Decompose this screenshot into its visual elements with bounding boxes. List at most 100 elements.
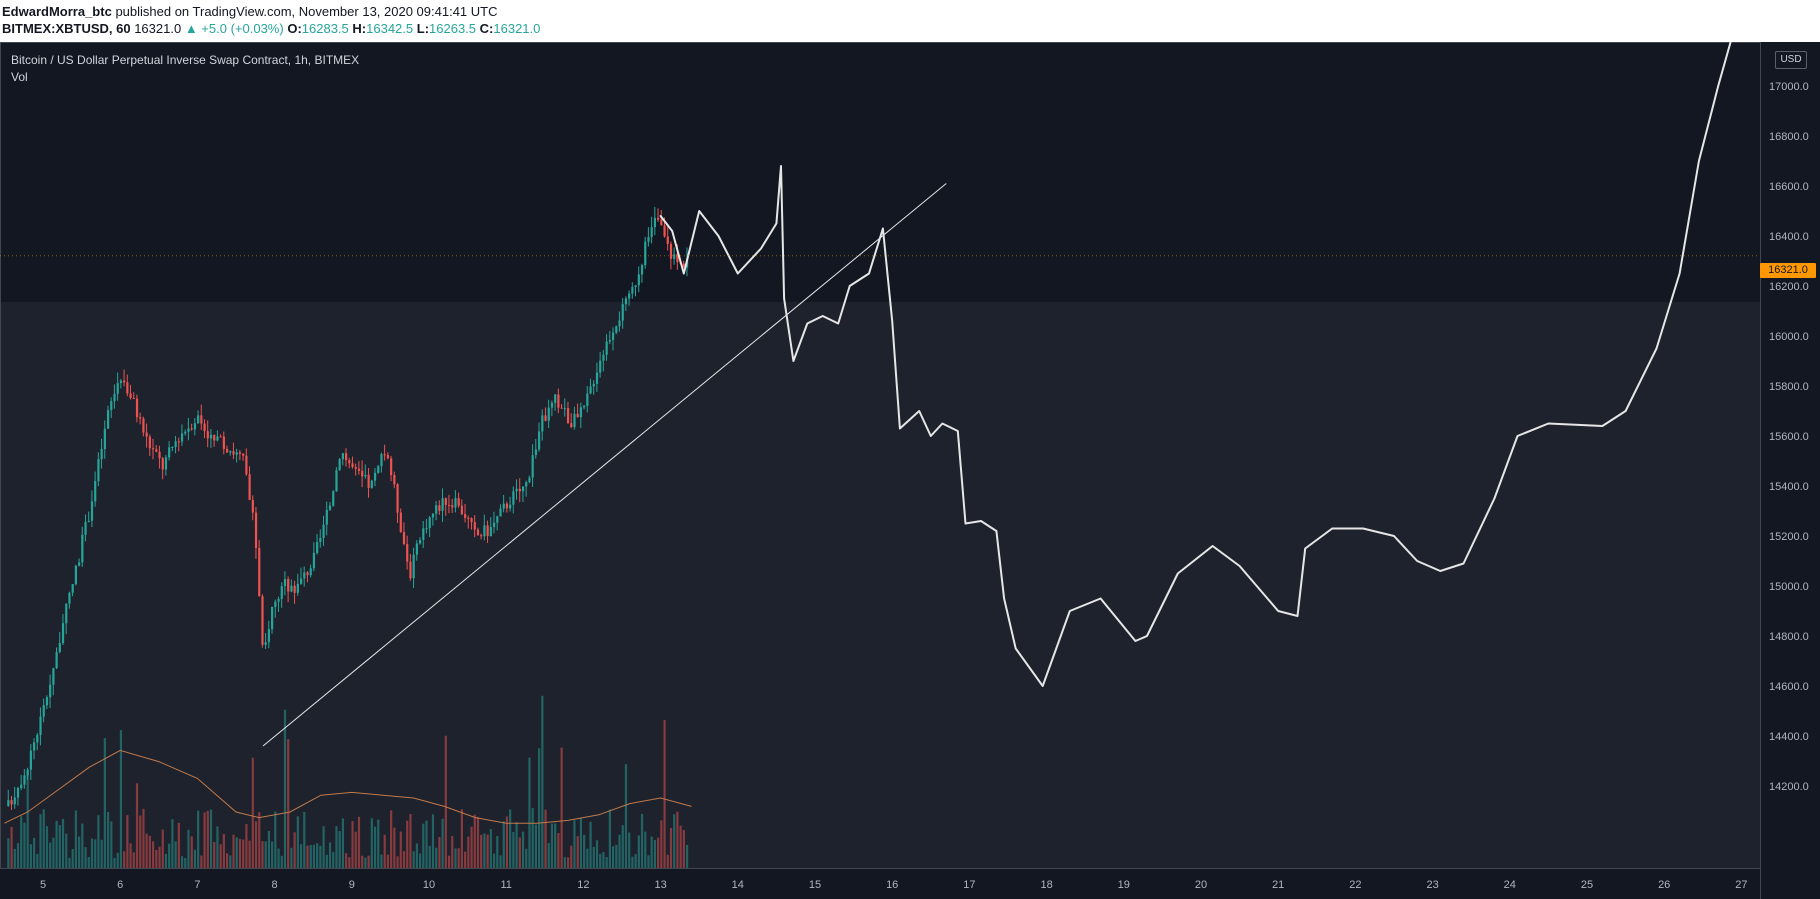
volume-bar xyxy=(521,831,525,868)
drawings xyxy=(0,42,1760,747)
volume-bar xyxy=(103,738,106,868)
candle-body xyxy=(296,583,299,593)
volume-bar xyxy=(673,814,676,868)
candle-body xyxy=(534,449,537,456)
candle-body xyxy=(351,463,354,467)
volume-bar xyxy=(544,809,547,868)
candle-body xyxy=(222,436,225,449)
volume-bar xyxy=(171,819,174,868)
price-tick-label: 17200.0 xyxy=(1769,42,1809,43)
volume-bar xyxy=(618,834,621,868)
candle-body xyxy=(126,382,129,394)
author-name[interactable]: EdwardMorra_btc xyxy=(2,4,112,19)
candle-body xyxy=(454,498,457,508)
volume-bar xyxy=(415,843,418,868)
time-tick-label: 11 xyxy=(500,879,511,891)
volume-bar xyxy=(219,844,222,868)
volume-bar xyxy=(412,851,415,868)
time-tick-label: 18 xyxy=(1040,879,1052,891)
volume-bar xyxy=(473,814,476,868)
volume-bar xyxy=(142,808,145,868)
volume-bar xyxy=(61,818,65,868)
volume-bar xyxy=(20,816,23,868)
candle-body xyxy=(116,383,119,394)
candle-body xyxy=(589,386,592,394)
candles xyxy=(7,206,689,810)
trendline[interactable] xyxy=(262,183,947,747)
time-tick-label: 13 xyxy=(654,879,666,891)
candle-body xyxy=(464,514,467,518)
candle-body xyxy=(473,522,476,530)
candle-body xyxy=(174,441,177,447)
volume-bar xyxy=(264,841,267,868)
candle-body xyxy=(161,458,164,470)
currency-badge[interactable]: USD xyxy=(1775,51,1807,69)
volume-bar xyxy=(345,853,348,868)
volume-bar xyxy=(90,838,94,868)
volume-bar xyxy=(325,854,328,868)
volume-bar xyxy=(296,816,299,868)
volume-bar xyxy=(679,825,682,868)
candle-body xyxy=(129,393,132,399)
volume-bar xyxy=(579,817,583,868)
volume-bar xyxy=(390,810,393,868)
candle-body xyxy=(505,503,509,509)
candle-body xyxy=(538,431,541,450)
candle-body xyxy=(306,572,309,576)
candle-body xyxy=(402,532,406,545)
high-label: H: xyxy=(352,21,367,36)
price-tick-label: 15800.0 xyxy=(1769,381,1809,393)
volume-bar xyxy=(299,844,303,868)
volume-bar xyxy=(197,810,200,868)
candle-body xyxy=(557,394,560,408)
candle-body xyxy=(251,499,254,513)
volume-bar xyxy=(422,823,425,868)
close-value: 16321.0 xyxy=(493,21,541,36)
candle-body xyxy=(415,543,418,555)
candle-body xyxy=(544,415,547,421)
open-label: O: xyxy=(287,21,302,36)
candle-body xyxy=(203,423,206,432)
volume-bar xyxy=(97,815,100,868)
time-tick-label: 24 xyxy=(1504,879,1516,891)
forecast-brush-path[interactable] xyxy=(659,42,1734,687)
volume-bar xyxy=(383,834,386,868)
candle-body xyxy=(348,460,351,464)
volume-bar xyxy=(663,719,666,868)
volume-bar xyxy=(595,840,599,868)
price-chart[interactable]: 14200.0 14400.0 14600.0 14800.0 15000.0 15200… xyxy=(0,42,1820,899)
candle-body xyxy=(592,383,595,387)
volume-bar xyxy=(489,829,492,868)
volume-bar xyxy=(71,848,74,868)
volume-bar xyxy=(505,816,509,868)
volume-bar xyxy=(322,826,325,868)
candle-body xyxy=(570,423,573,428)
candle-body xyxy=(299,578,303,584)
candle-body xyxy=(23,775,26,785)
price-tick-label: 16800.0 xyxy=(1769,131,1809,143)
volume-bar xyxy=(657,837,660,868)
candle-body xyxy=(486,525,489,537)
close-label: C: xyxy=(479,21,494,36)
candle-body xyxy=(152,448,155,450)
candle-body xyxy=(673,254,676,259)
candle-body xyxy=(345,453,348,461)
volume-bar xyxy=(447,855,451,868)
candle-body xyxy=(52,668,55,685)
volume-bar xyxy=(232,834,235,868)
volume-bar xyxy=(177,822,180,868)
volume-bar xyxy=(319,845,322,868)
candle-body xyxy=(457,498,460,506)
candle-body xyxy=(271,607,274,630)
candle-body xyxy=(245,455,248,475)
candle-body xyxy=(470,518,473,523)
volume-bar xyxy=(589,821,592,868)
candle-body xyxy=(26,769,29,776)
candle-body xyxy=(238,452,242,454)
candle-body xyxy=(225,448,229,453)
candle-body xyxy=(435,505,438,514)
volume-bar xyxy=(206,810,209,868)
candle-body xyxy=(123,380,126,383)
volume-bar xyxy=(480,834,483,868)
volume-bar xyxy=(373,826,377,868)
